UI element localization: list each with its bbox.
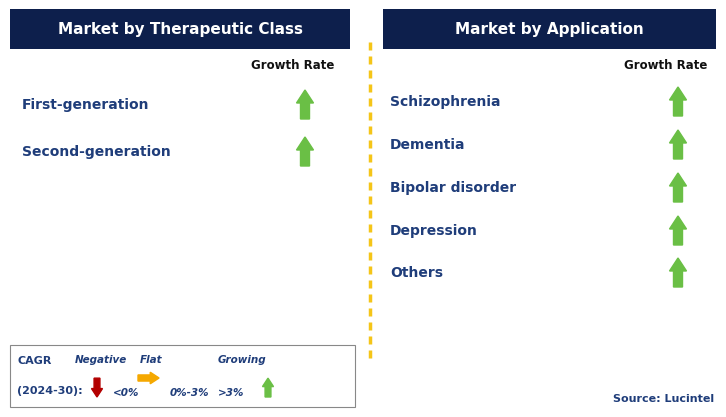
Polygon shape [669, 173, 687, 202]
Text: Bipolar disorder: Bipolar disorder [390, 181, 516, 195]
Polygon shape [669, 87, 687, 116]
Polygon shape [263, 378, 274, 397]
Text: (2024-30):: (2024-30): [17, 386, 83, 396]
Polygon shape [296, 90, 314, 119]
FancyBboxPatch shape [383, 9, 716, 49]
Text: First-generation: First-generation [22, 98, 150, 112]
Polygon shape [138, 372, 159, 384]
Text: CAGR: CAGR [17, 356, 52, 366]
Text: 0%-3%: 0%-3% [170, 388, 210, 398]
Polygon shape [91, 378, 102, 397]
FancyBboxPatch shape [10, 9, 350, 49]
Text: Depression: Depression [390, 224, 478, 238]
Text: Flat: Flat [140, 355, 163, 365]
Text: Source: Lucintel: Source: Lucintel [613, 394, 714, 404]
Text: Growing: Growing [218, 355, 266, 365]
Text: Dementia: Dementia [390, 138, 465, 152]
Polygon shape [296, 137, 314, 166]
Text: Growth Rate: Growth Rate [251, 58, 335, 71]
Text: Market by Therapeutic Class: Market by Therapeutic Class [57, 22, 303, 37]
Polygon shape [669, 216, 687, 245]
Text: Second-generation: Second-generation [22, 145, 171, 159]
Text: Market by Application: Market by Application [455, 22, 644, 37]
Polygon shape [669, 258, 687, 287]
Text: Negative: Negative [75, 355, 127, 365]
Text: Growth Rate: Growth Rate [624, 58, 708, 71]
Polygon shape [669, 130, 687, 159]
Text: <0%: <0% [113, 388, 139, 398]
FancyBboxPatch shape [10, 345, 355, 407]
Text: Others: Others [390, 266, 443, 280]
Text: Schizophrenia: Schizophrenia [390, 95, 500, 109]
Text: >3%: >3% [218, 388, 245, 398]
